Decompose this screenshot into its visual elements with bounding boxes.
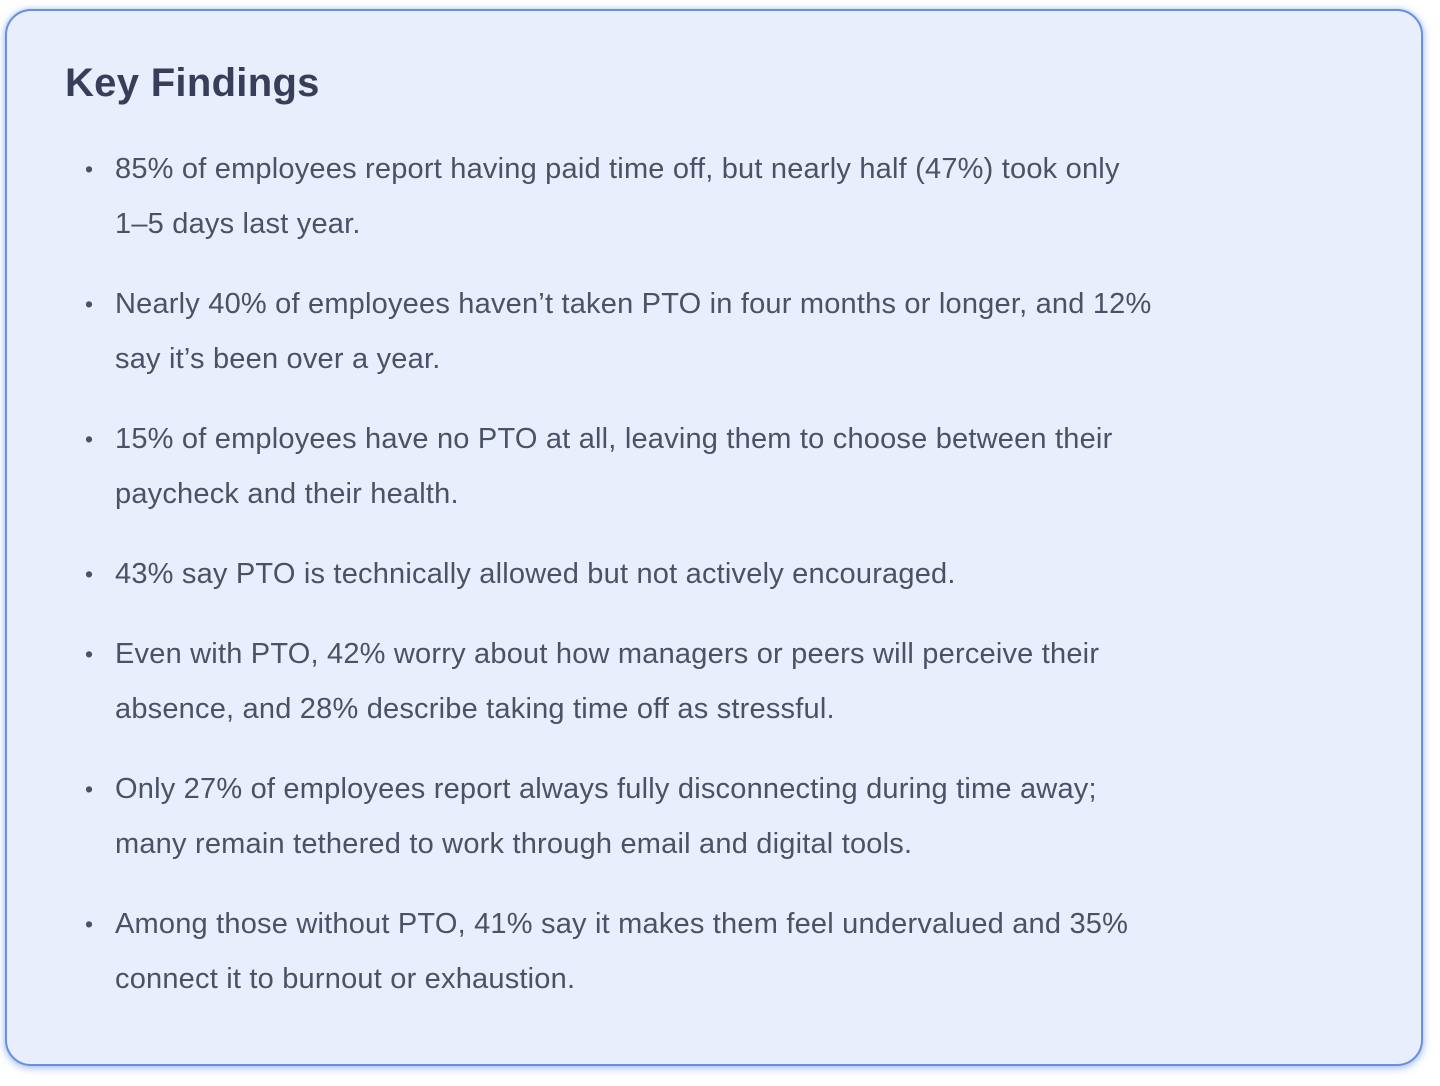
finding-item: • Even with PTO, 42% worry about how man… [63,627,1365,737]
findings-list: • 85% of employees report having paid ti… [63,142,1365,1007]
finding-item: • 85% of employees report having paid ti… [63,142,1365,252]
bullet-icon: • [85,426,94,452]
finding-text: Among those without PTO, 41% say it make… [115,908,1129,995]
finding-item: • 15% of employees have no PTO at all, l… [63,412,1365,522]
finding-item: • Only 27% of employees report always fu… [63,762,1365,872]
key-findings-card: Key Findings • 85% of employees report h… [5,9,1423,1066]
finding-text: Even with PTO, 42% worry about how manag… [115,638,1100,725]
finding-text: 43% say PTO is technically allowed but n… [115,558,956,590]
bullet-icon: • [85,561,94,587]
bullet-icon: • [85,291,94,317]
bullet-icon: • [85,641,94,667]
finding-item: • 43% say PTO is technically allowed but… [63,547,1365,602]
finding-text: 15% of employees have no PTO at all, lea… [115,423,1113,510]
finding-text: Only 27% of employees report always full… [115,773,1097,860]
card-title: Key Findings [65,61,320,105]
finding-text: 85% of employees report having paid time… [115,153,1120,240]
finding-text: Nearly 40% of employees haven’t taken PT… [115,288,1152,375]
bullet-icon: • [85,776,94,802]
finding-item: • Nearly 40% of employees haven’t taken … [63,277,1365,387]
bullet-icon: • [85,911,94,937]
bullet-icon: • [85,156,94,182]
finding-item: • Among those without PTO, 41% say it ma… [63,897,1365,1007]
